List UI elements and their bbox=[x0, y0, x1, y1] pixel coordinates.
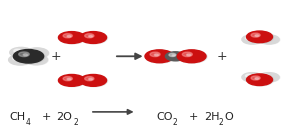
Circle shape bbox=[33, 51, 36, 53]
Text: 4: 4 bbox=[26, 118, 30, 127]
Circle shape bbox=[81, 32, 108, 44]
Text: +: + bbox=[217, 50, 227, 63]
Circle shape bbox=[17, 51, 20, 52]
Text: O: O bbox=[224, 112, 233, 122]
Text: 2O: 2O bbox=[57, 112, 72, 122]
Circle shape bbox=[26, 48, 49, 58]
Circle shape bbox=[19, 52, 29, 57]
Text: +: + bbox=[189, 112, 198, 122]
Text: +: + bbox=[42, 112, 51, 122]
Circle shape bbox=[14, 49, 22, 53]
Circle shape bbox=[59, 75, 86, 87]
Circle shape bbox=[150, 52, 160, 57]
Circle shape bbox=[248, 38, 251, 39]
Circle shape bbox=[32, 58, 35, 59]
Circle shape bbox=[169, 53, 176, 57]
Circle shape bbox=[29, 56, 37, 60]
Circle shape bbox=[262, 74, 269, 77]
Circle shape bbox=[265, 75, 268, 77]
Circle shape bbox=[154, 54, 159, 56]
Circle shape bbox=[251, 33, 260, 37]
Circle shape bbox=[146, 50, 175, 63]
Circle shape bbox=[242, 73, 263, 82]
Circle shape bbox=[89, 78, 93, 80]
Circle shape bbox=[13, 57, 20, 60]
Circle shape bbox=[10, 48, 33, 58]
Circle shape bbox=[265, 38, 268, 39]
Circle shape bbox=[178, 50, 207, 63]
Circle shape bbox=[25, 55, 48, 65]
Circle shape bbox=[63, 34, 72, 38]
Circle shape bbox=[245, 74, 253, 77]
Circle shape bbox=[58, 32, 85, 43]
Circle shape bbox=[80, 32, 106, 43]
Circle shape bbox=[187, 54, 191, 56]
Circle shape bbox=[9, 55, 32, 65]
Circle shape bbox=[30, 50, 38, 53]
Circle shape bbox=[89, 35, 93, 37]
Text: 2H: 2H bbox=[204, 112, 220, 122]
Text: 2: 2 bbox=[73, 118, 78, 127]
Circle shape bbox=[242, 35, 262, 44]
Text: 2: 2 bbox=[218, 118, 223, 127]
Circle shape bbox=[259, 73, 280, 82]
Circle shape bbox=[67, 35, 71, 37]
Text: 2: 2 bbox=[172, 118, 177, 127]
Circle shape bbox=[251, 76, 260, 80]
Circle shape bbox=[10, 47, 32, 57]
Circle shape bbox=[63, 77, 72, 81]
Circle shape bbox=[182, 52, 192, 57]
Circle shape bbox=[247, 31, 272, 43]
Circle shape bbox=[247, 31, 274, 43]
Circle shape bbox=[172, 55, 175, 56]
Circle shape bbox=[245, 36, 253, 40]
Circle shape bbox=[247, 74, 274, 86]
Text: CO: CO bbox=[156, 112, 173, 122]
Circle shape bbox=[85, 34, 94, 38]
Circle shape bbox=[80, 75, 106, 86]
Circle shape bbox=[255, 35, 259, 36]
Circle shape bbox=[242, 73, 262, 82]
Circle shape bbox=[259, 35, 279, 44]
Circle shape bbox=[247, 74, 272, 85]
Circle shape bbox=[67, 78, 71, 80]
Circle shape bbox=[26, 48, 48, 58]
Circle shape bbox=[23, 54, 28, 56]
Circle shape bbox=[259, 35, 280, 44]
Circle shape bbox=[58, 75, 85, 86]
Text: CH: CH bbox=[9, 112, 25, 122]
Circle shape bbox=[166, 52, 186, 61]
Circle shape bbox=[16, 58, 19, 59]
Circle shape bbox=[145, 50, 174, 63]
Circle shape bbox=[9, 55, 31, 65]
Circle shape bbox=[242, 35, 263, 44]
Circle shape bbox=[59, 32, 86, 44]
Circle shape bbox=[14, 50, 45, 64]
Circle shape bbox=[81, 75, 108, 87]
Circle shape bbox=[248, 75, 251, 77]
Circle shape bbox=[25, 55, 47, 65]
Circle shape bbox=[177, 50, 206, 63]
Circle shape bbox=[165, 52, 186, 61]
Circle shape bbox=[262, 36, 269, 40]
Circle shape bbox=[14, 50, 44, 63]
Circle shape bbox=[259, 73, 279, 82]
Text: +: + bbox=[50, 50, 61, 63]
Circle shape bbox=[85, 77, 94, 81]
Circle shape bbox=[255, 78, 259, 79]
